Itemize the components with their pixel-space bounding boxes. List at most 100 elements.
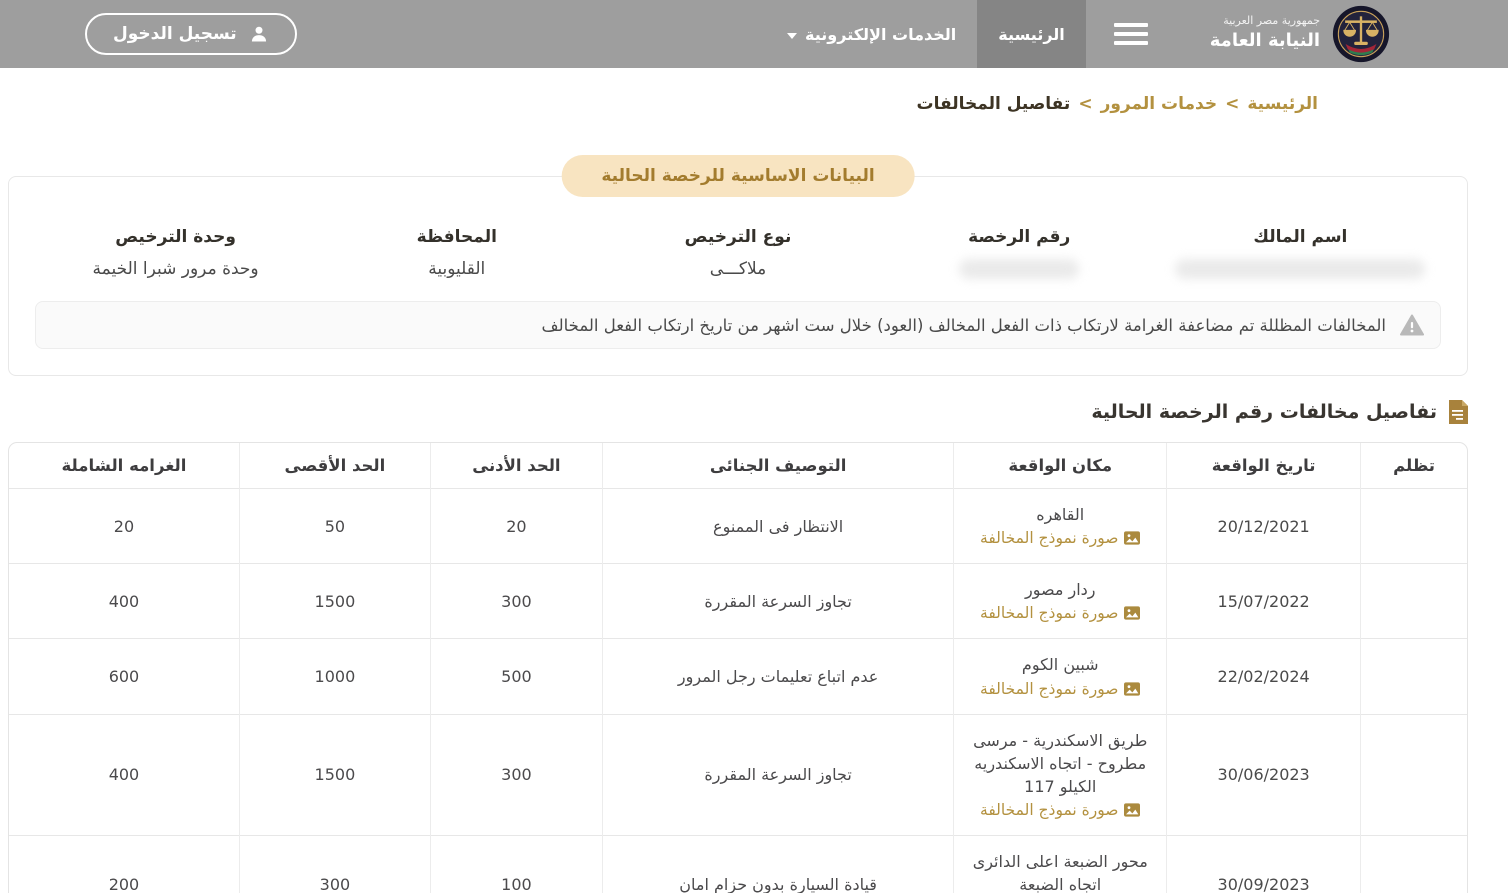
field-owner-name: اسم المالك [1160,227,1441,279]
violation-row: 22/02/2024 شبين الكوم صورة نموذج المخالفة ع… [9,638,1467,715]
cell-incident-date: 30/06/2023 [1166,713,1361,836]
cell-incident-location: ردار مصور صورة نموذج المخالفة [953,563,1167,639]
redacted-value [959,259,1080,279]
brand: جمهورية مصر العربية النيابة العامة [1210,0,1390,68]
login-button[interactable]: تسجيل الدخول [85,13,297,55]
cell-appeal [1360,638,1467,715]
violation-row: 15/07/2022 ردار مصور صورة نموذج المخالفة تج… [9,563,1467,639]
cell-incident-date: 30/09/2023 [1166,835,1361,893]
cell-criminal-description: قيادة السيارة بدون حزام امان [601,835,954,893]
cell-criminal-description: تجاوز السرعة المقررة [601,713,954,836]
violation-photo-link[interactable]: صورة نموذج المخالفة [980,679,1141,698]
violation-photo-link-label: صورة نموذج المخالفة [980,801,1119,820]
cell-incident-location: طريق الاسكندرية - مرسى مطروح - اتجاه الا… [953,713,1167,836]
user-icon [251,26,266,42]
cell-criminal-description: الانتظار فى الممنوع [601,487,954,564]
field-value: القليوبية [428,259,486,279]
field-label: نوع الترخيص [684,227,792,247]
cell-minimum: 20 [429,487,603,564]
notice-text: المخالفات المظللة تم مضاعفة الغرامة لارت… [541,315,1386,335]
col-minimum: الحد الأدنى [429,443,603,489]
nav-item-eservices-label: الخدمات الإلكترونية [805,24,957,44]
cell-maximum: 1000 [238,638,431,715]
cell-incident-date: 20/12/2021 [1166,487,1361,564]
violation-photo-link[interactable]: صورة نموذج المخالفة [980,801,1141,820]
cell-incident-location: شبين الكوم صورة نموذج المخالفة [953,638,1167,715]
violation-row: 20/12/2021 القاهره صورة نموذج المخالفة الان… [9,487,1467,564]
main-nav: الرئيسية الخدمات الإلكترونية [766,0,1086,68]
cell-maximum: 1500 [238,563,431,639]
violations-tbody: 20/12/2021 القاهره صورة نموذج المخالفة الان… [9,487,1467,893]
image-icon [1124,531,1141,545]
violation-photo-link[interactable]: صورة نموذج المخالفة [980,604,1141,623]
cell-total-fine: 200 [9,835,240,893]
card-title-pill: البيانات الاساسية للرخصة الحالية [561,155,915,197]
breadcrumb-separator: > [1078,94,1093,114]
login-button-label: تسجيل الدخول [113,24,237,44]
cell-incident-location: القاهره صورة نموذج المخالفة [953,487,1167,564]
image-icon [1124,803,1141,817]
cell-maximum: 300 [238,835,431,893]
violations-section-header: تفاصيل مخالفات رقم الرخصة الحالية [8,400,1468,424]
violations-header-row: تظلم تاريخ الواقعة مكان الواقعة التوصيف … [9,443,1467,489]
col-appeal: تظلم [1360,443,1467,489]
col-criminal-description: التوصيف الجنائى [601,443,954,489]
cell-appeal [1360,713,1467,836]
col-incident-date: تاريخ الواقعة [1166,443,1361,489]
cell-incident-location: محور الضبعة اعلى الدائرى اتجاه الضبعةصور… [953,835,1167,893]
chevron-down-icon [787,32,798,39]
breadcrumb-traffic-services[interactable]: خدمات المرور [1100,94,1218,114]
cell-minimum: 100 [429,835,603,893]
image-icon [1124,606,1141,621]
cell-total-fine: 600 [9,638,240,715]
incident-location-text: ردار مصور [1024,580,1096,600]
breadcrumb-current: تفاصيل المخالفات [916,94,1071,114]
violation-photo-link[interactable]: صورة نموذج المخالفة [980,529,1141,547]
cell-total-fine: 400 [9,563,240,639]
document-icon [1449,400,1468,424]
header-spacer [297,0,766,68]
breadcrumb-home[interactable]: الرئيسية [1247,94,1318,114]
license-basic-data-card: البيانات الاساسية للرخصة الحالية اسم الم… [8,155,1468,376]
incident-location-text: محور الضبعة اعلى الدائرى اتجاه الضبعة [972,852,1148,893]
cell-criminal-description: عدم اتباع تعليمات رجل المرور [601,638,954,715]
nav-item-home[interactable]: الرئيسية [977,0,1086,68]
violations-section-title: تفاصيل مخالفات رقم الرخصة الحالية [1091,401,1437,423]
incident-location-text: القاهره [1036,505,1085,524]
cell-total-fine: 20 [9,487,240,564]
field-label: اسم المالك [1253,227,1348,247]
cell-minimum: 500 [429,638,603,715]
violation-row: 30/09/2023 محور الضبعة اعلى الدائرى اتجاه… [9,835,1467,893]
redacted-value [1175,259,1426,279]
cell-appeal [1360,835,1467,893]
cell-criminal-description: تجاوز السرعة المقررة [601,563,954,639]
incident-location-text: طريق الاسكندرية - مرسى مطروح - اتجاه الا… [973,730,1148,796]
violation-photo-link-label: صورة نموذج المخالفة [980,679,1119,698]
nav-item-eservices[interactable]: الخدمات الإلكترونية [766,0,977,68]
incident-location-text: شبين الكوم [1021,655,1099,675]
breadcrumb-separator: > [1225,94,1240,114]
repeat-offense-notice: المخالفات المظللة تم مضاعفة الغرامة لارت… [35,301,1441,349]
cell-incident-date: 22/02/2024 [1166,638,1361,715]
menu-hamburger-icon[interactable] [1113,0,1148,68]
field-licensing-unit: وحدة الترخيص وحدة مرور شبرا الخيمة [35,227,316,279]
cell-total-fine: 400 [9,713,240,836]
image-icon [1124,681,1141,696]
field-license-type: نوع الترخيص ملاكـــى [597,227,878,279]
col-maximum: الحد الأقصى [238,443,431,489]
cell-minimum: 300 [429,713,603,836]
violation-photo-link-label: صورة نموذج المخالفة [980,604,1119,623]
cell-incident-date: 15/07/2022 [1166,563,1361,639]
warning-icon [1400,314,1424,336]
col-incident-location: مكان الواقعة [953,443,1167,489]
violations-table: تظلم تاريخ الواقعة مكان الواقعة التوصيف … [9,443,1467,893]
field-label: وحدة الترخيص [115,227,236,247]
brand-text: جمهورية مصر العربية النيابة العامة [1210,14,1320,53]
breadcrumb: الرئيسية > خدمات المرور > تفاصيل المخالف… [0,94,1318,114]
cell-appeal [1360,487,1467,564]
violations-table-wrap: تظلم تاريخ الواقعة مكان الواقعة التوصيف … [8,442,1468,893]
violation-row: 30/06/2023 طريق الاسكندرية - مرسى مطروح -… [9,713,1467,836]
field-value: ملاكـــى [709,259,767,279]
cell-appeal [1360,563,1467,639]
field-label: المحافظة [416,227,497,247]
